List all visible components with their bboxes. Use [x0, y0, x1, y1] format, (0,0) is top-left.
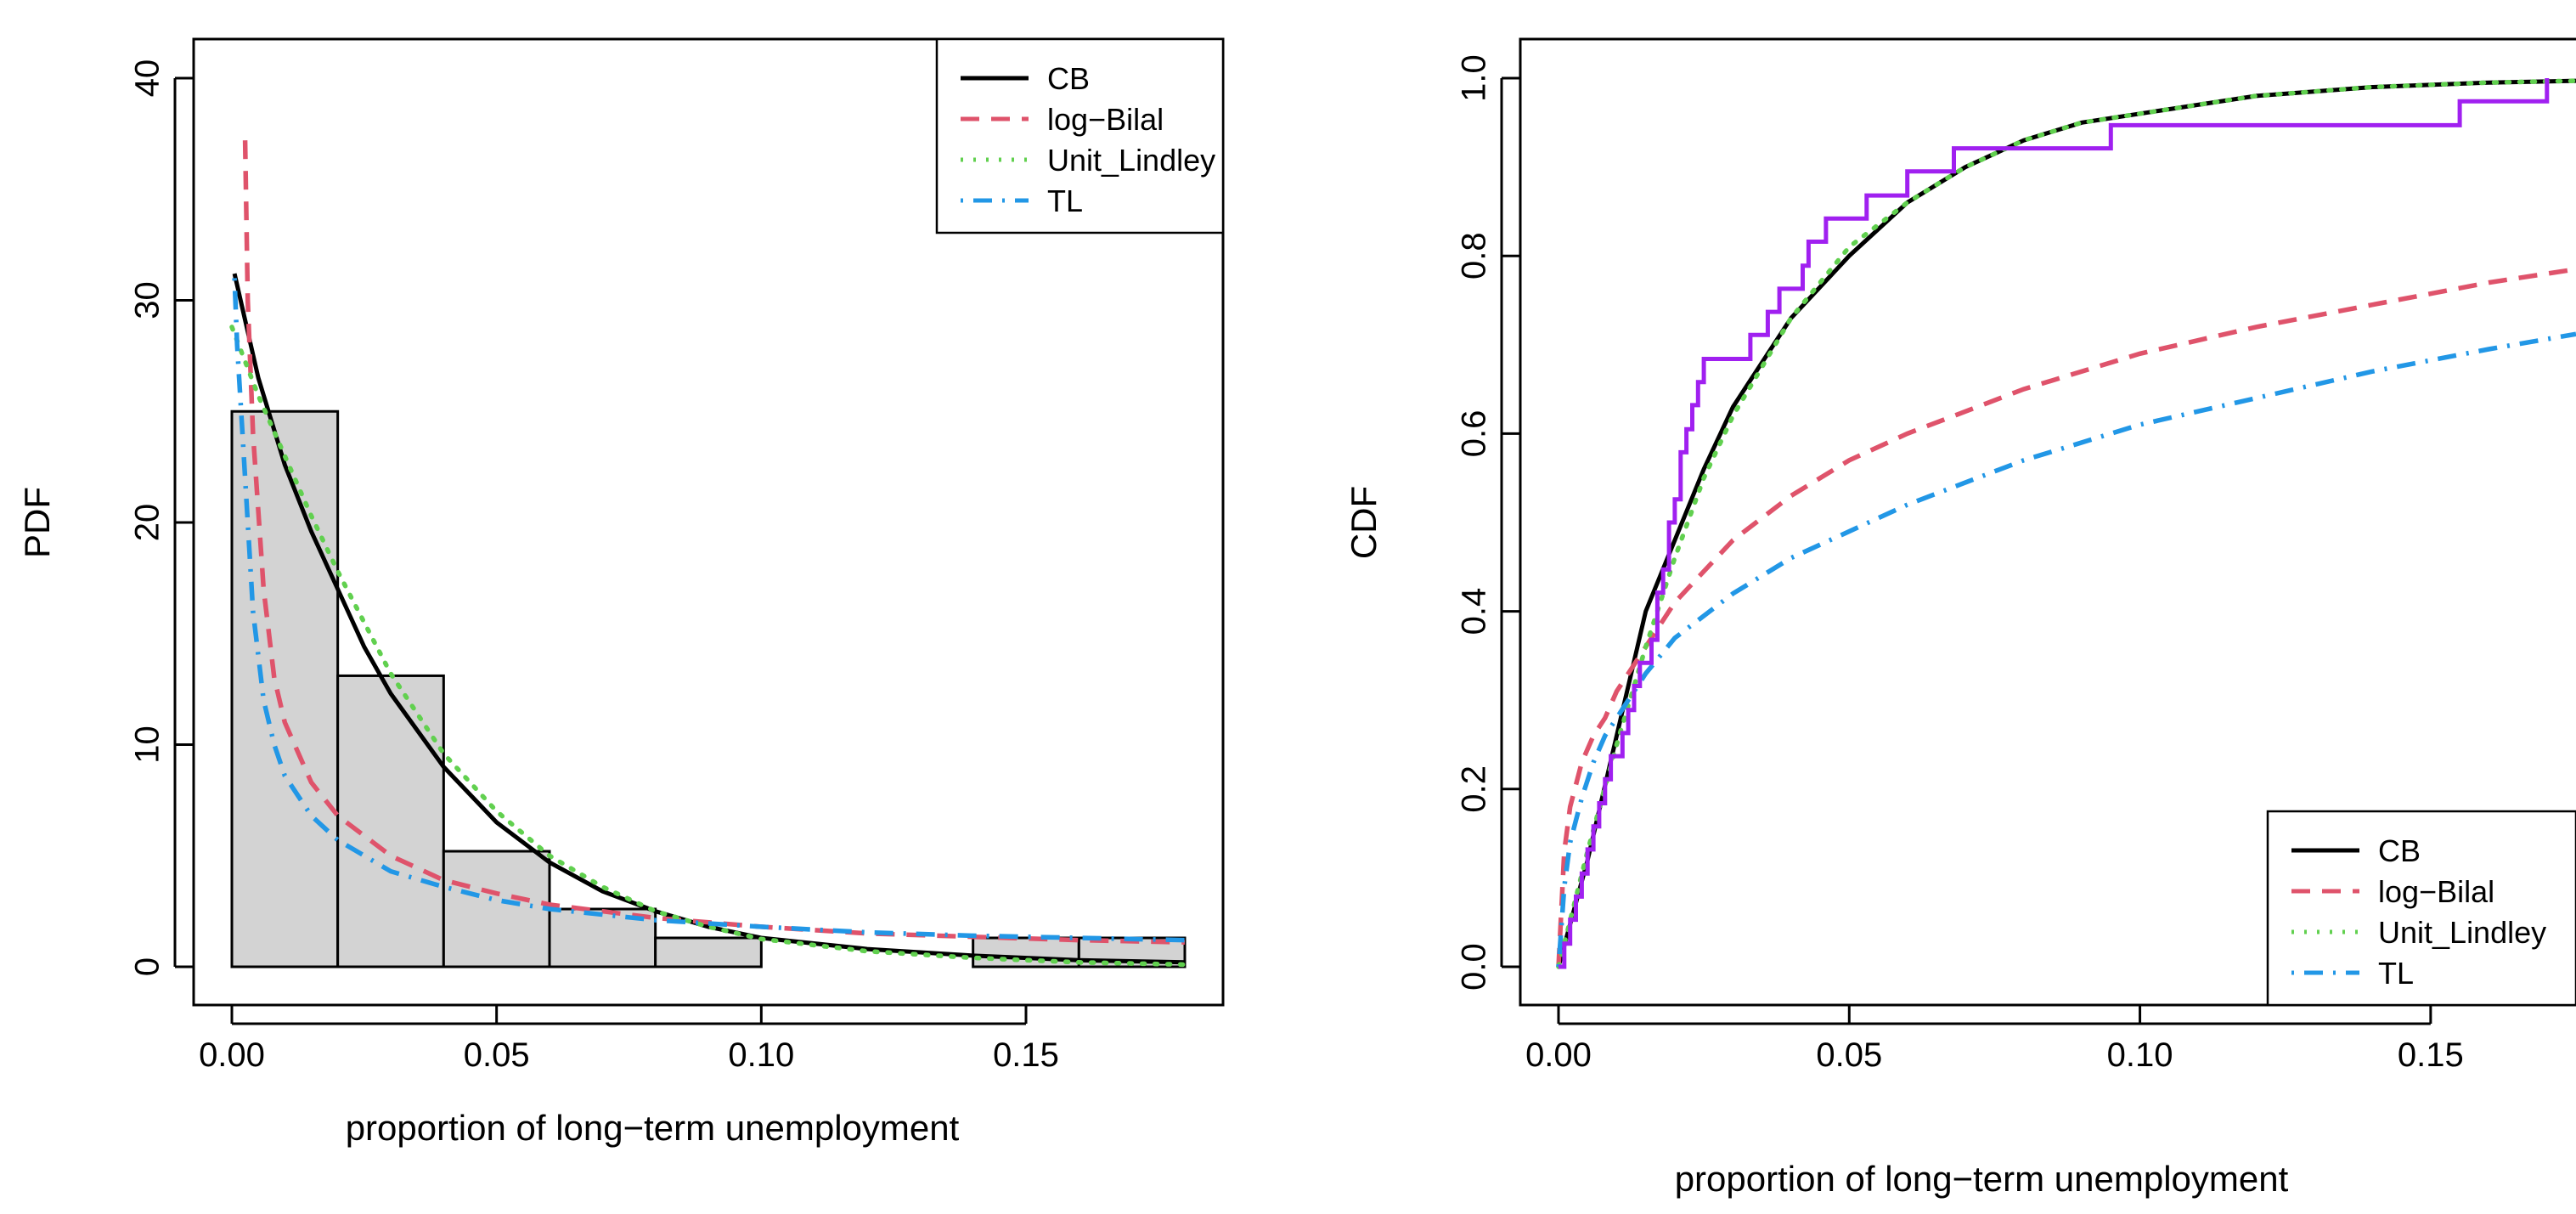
legend-label: TL	[2378, 956, 2414, 991]
density-curves	[229, 140, 1187, 968]
y-tick-label: 0.8	[1456, 232, 1493, 280]
histogram-bar	[442, 850, 551, 968]
y-tick-label: 0.4	[1456, 588, 1493, 635]
x-tick-label: 0.00	[199, 1036, 265, 1074]
legend: CB log−Bilal Unit_Lindley TL	[935, 37, 1225, 234]
y-axis-title: CDF	[1344, 486, 1384, 559]
y-tick-label: 30	[129, 281, 166, 319]
histogram-bars	[230, 409, 1187, 968]
x-tick-label: 0.15	[993, 1036, 1059, 1074]
y-tick-label: 20	[129, 504, 166, 542]
ecdf-step-line	[1559, 78, 2550, 969]
legend-label: CB	[1047, 61, 1090, 96]
x-axis-title: proportion of long−term unemployment	[1675, 1159, 2289, 1199]
x-tick-label: 0.10	[728, 1036, 794, 1074]
cdf-panel: 0.00 0.05 0.10 0.15 0.0 0.2 0.4 0.6 0.8 1.0 prop…	[1344, 37, 2576, 1199]
series-unit-lindley	[1556, 78, 2576, 969]
legend-label: Unit_Lindley	[2378, 915, 2546, 950]
y-axis-title: PDF	[17, 487, 57, 558]
y-tick-label: 40	[129, 59, 166, 98]
y-tick-label: 0.2	[1456, 765, 1493, 813]
legend-label: CB	[2378, 833, 2421, 868]
series-cb	[232, 273, 1186, 965]
x-axis: 0.00 0.05 0.10 0.15	[199, 1005, 1059, 1074]
histogram-bar	[230, 409, 340, 968]
y-axis: 0.0 0.2 0.4 0.6 0.8 1.0	[1456, 54, 1520, 991]
plot-box	[1519, 37, 2576, 1007]
series-log-bilal	[1556, 267, 2576, 968]
x-tick-label: 0.05	[1816, 1036, 1882, 1074]
histogram-bar	[972, 936, 1080, 968]
legend: CB log−Bilal Unit_Lindley TL	[2266, 810, 2576, 1007]
legend-label: TL	[1047, 184, 1083, 218]
x-tick-label: 0.15	[2398, 1036, 2464, 1074]
series-unit-lindley	[229, 325, 1187, 968]
histogram-bar	[654, 936, 763, 968]
y-tick-label: 0.0	[1456, 943, 1493, 991]
x-axis-title: proportion of long−term unemployment	[346, 1108, 960, 1148]
legend-label: Unit_Lindley	[1047, 143, 1215, 178]
histogram-bar	[336, 674, 445, 968]
series-tl	[232, 278, 1186, 943]
y-axis: 0 10 20 30 40	[129, 59, 194, 976]
series-tl	[1556, 331, 2576, 968]
y-tick-label: 1.0	[1456, 54, 1493, 102]
pdf-panel: 0.00 0.05 0.10 0.15 0 10 20 30 40 proportion of…	[17, 37, 1225, 1148]
x-tick-label: 0.00	[1525, 1036, 1592, 1074]
legend-label: log−Bilal	[1047, 102, 1164, 137]
x-tick-label: 0.05	[464, 1036, 530, 1074]
x-tick-label: 0.10	[2107, 1036, 2173, 1074]
x-axis: 0.00 0.05 0.10 0.15	[1525, 1005, 2464, 1074]
cdf-curves	[1556, 78, 2576, 969]
empirical-cdf	[1559, 78, 2550, 969]
legend-label: log−Bilal	[2378, 874, 2494, 909]
y-tick-label: 10	[129, 726, 166, 764]
y-tick-label: 0.6	[1456, 410, 1493, 458]
y-tick-label: 0	[129, 957, 166, 976]
